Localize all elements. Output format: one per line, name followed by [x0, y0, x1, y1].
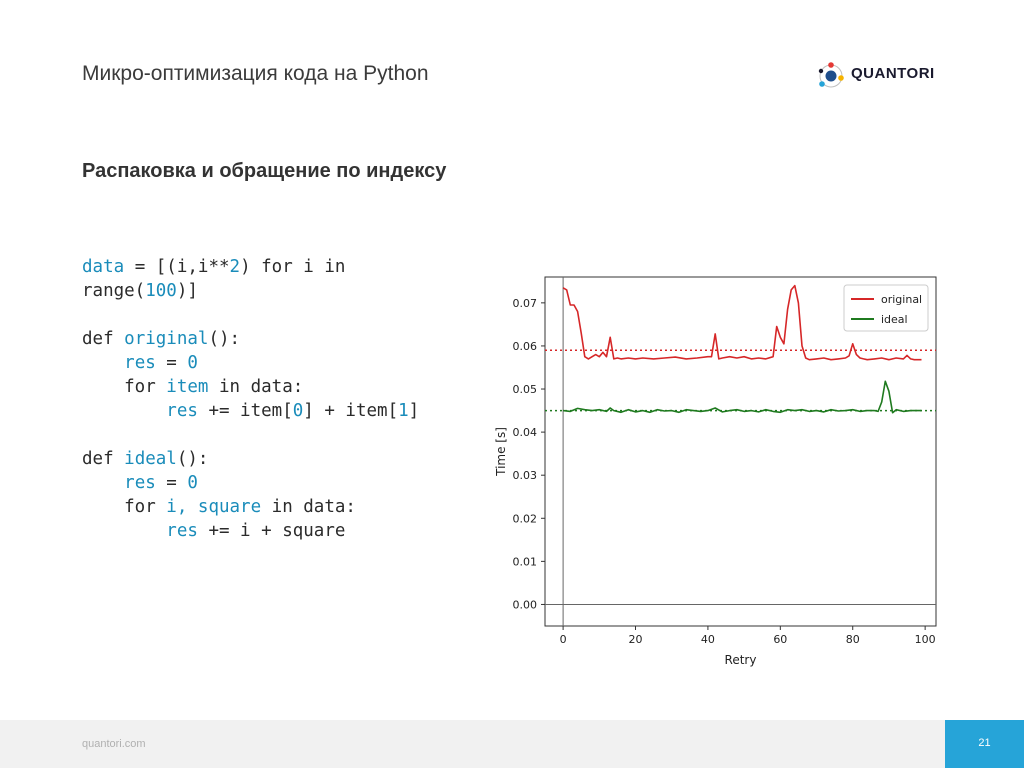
code-line: for i, square in data: [82, 497, 356, 517]
y-tick-label: 0.04 [513, 426, 538, 439]
plot-area [544, 276, 937, 627]
code-line: def original(): [82, 329, 241, 349]
y-tick-label: 0.00 [513, 598, 538, 611]
chart-svg: 0 20 40 60 80 100 0.00 0.01 0.02 0.03 0.04 0.05 0.06… [494, 276, 937, 667]
code-line [82, 423, 419, 447]
timing-chart: 0 20 40 60 80 100 0.00 0.01 0.02 0.03 0.04 0.05 0.06… [488, 275, 948, 675]
code-line: data = [(i,i**2) for i in [82, 257, 346, 277]
series-ideal-line [563, 380, 922, 414]
y-tick-label: 0.03 [513, 469, 538, 482]
x-tick-label: 80 [846, 633, 860, 646]
page-number-box: 21 [945, 720, 1024, 768]
code-line [82, 303, 419, 327]
code-line: res += item[0] + item[1] [166, 401, 420, 421]
y-tick-label: 0.05 [513, 383, 538, 396]
footer-url: quantori.com [82, 738, 146, 750]
y-tick-label: 0.01 [513, 555, 538, 568]
code-line: def ideal(): [82, 449, 209, 469]
y-tick-label: 0.06 [513, 340, 538, 353]
slide-title: Микро-оптимизация кода на Python [82, 62, 429, 85]
x-tick-label: 60 [773, 633, 787, 646]
x-tick-label: 20 [629, 633, 643, 646]
x-tick-label: 0 [560, 633, 567, 646]
section-subtitle: Распаковка и обращение по индексу [82, 160, 447, 182]
code-line: res = 0 [124, 353, 198, 373]
legend-label-original: original [881, 293, 922, 306]
logo-wordmark: QUANTORI [851, 65, 935, 82]
x-tick-label: 100 [915, 633, 936, 646]
x-tick-label: 40 [701, 633, 715, 646]
quantori-logo-icon [818, 62, 844, 88]
quantori-logo: QUANTORI [815, 60, 940, 92]
y-tick-label: 0.02 [513, 512, 538, 525]
page-number: 21 [978, 737, 991, 749]
y-tick-label: 0.07 [513, 297, 538, 310]
code-line: for item in data: [82, 377, 304, 397]
code-line: res += i + square [166, 521, 346, 541]
y-axis-label: Time [s] [494, 427, 508, 477]
legend-label-ideal: ideal [881, 313, 908, 326]
code-line: range(100)] [82, 281, 198, 301]
x-axis-label: Retry [725, 653, 757, 667]
code-line: res = 0 [124, 473, 198, 493]
series-original-line [562, 284, 922, 361]
footer: quantori.com 21 [0, 720, 1024, 768]
code-block: data = [(i,i**2) for i in range(100)] def… [82, 255, 419, 543]
